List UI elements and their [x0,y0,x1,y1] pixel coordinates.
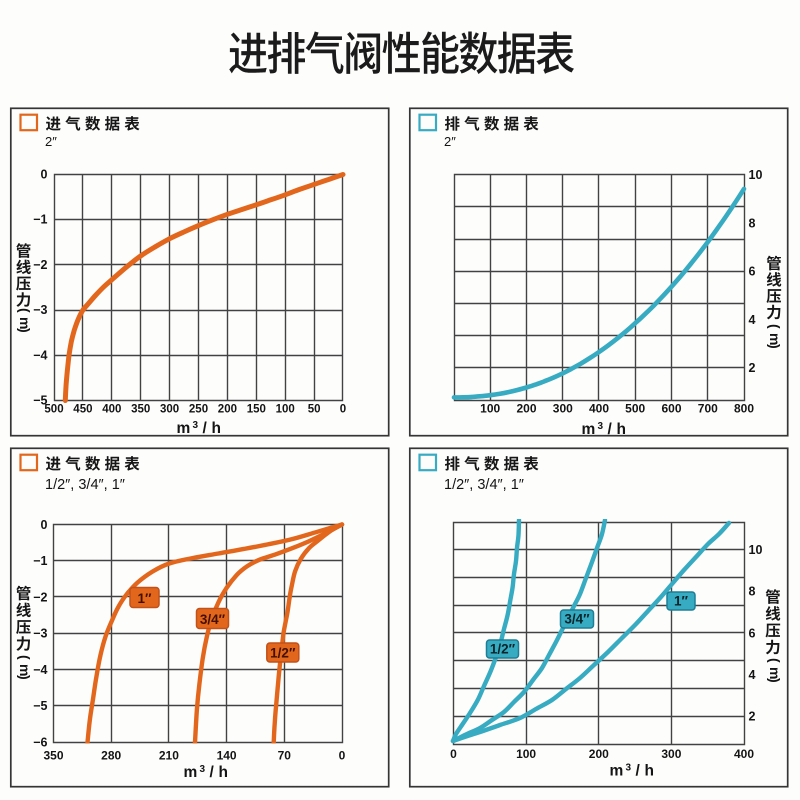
svg-text:−1: −1 [33,554,47,568]
svg-text:h: h [212,420,221,437]
svg-text:1/2″: 1/2″ [270,646,296,661]
svg-text:−5: −5 [33,699,47,713]
svg-text:280: 280 [101,749,121,763]
svg-text:−2: −2 [33,590,47,604]
svg-text:m: m [610,763,624,780]
svg-text:200: 200 [218,404,237,416]
svg-text:−1: −1 [33,213,47,227]
svg-text:): ) [17,328,33,333]
svg-text:h: h [617,421,626,438]
svg-text:400: 400 [734,747,754,761]
svg-text:1/2″, 3/4″, 1″: 1/2″, 3/4″, 1″ [45,477,125,493]
svg-text:(: ( [767,324,783,329]
svg-text:3: 3 [626,763,632,774]
svg-text:m: m [17,317,33,329]
svg-text:1/2″, 3/4″, 1″: 1/2″, 3/4″, 1″ [444,477,524,493]
svg-text:4: 4 [749,313,756,327]
svg-text:8: 8 [749,585,756,599]
svg-text:400: 400 [589,402,609,416]
svg-text:4: 4 [749,668,756,682]
svg-text:0: 0 [41,518,48,532]
svg-text:2: 2 [749,710,756,724]
svg-text:300: 300 [661,747,681,761]
svg-text:(: ( [17,655,33,660]
svg-text:2″: 2″ [45,134,57,149]
svg-text:m: m [767,333,783,345]
svg-text:1/2″: 1/2″ [490,642,516,657]
svg-text:140: 140 [217,749,237,763]
svg-text:350: 350 [131,404,150,416]
svg-text:10: 10 [749,543,763,557]
svg-text:−4: −4 [33,663,47,677]
svg-text:10: 10 [749,168,763,182]
svg-text:−5: −5 [33,394,47,408]
svg-text:150: 150 [247,404,266,416]
svg-text:/: / [210,764,215,781]
svg-text:(: ( [17,308,33,313]
svg-text:−4: −4 [33,348,47,362]
svg-text:50: 50 [308,404,321,416]
svg-text:200: 200 [589,747,609,761]
svg-text:3/4″: 3/4″ [564,612,590,627]
svg-text:/: / [203,420,208,437]
svg-text:1″: 1″ [674,594,689,609]
svg-text:300: 300 [553,402,573,416]
svg-text:100: 100 [276,404,295,416]
svg-text:6: 6 [749,265,756,279]
svg-text:): ) [17,675,33,680]
svg-text:m: m [177,420,191,437]
svg-text:−2: −2 [33,258,47,272]
svg-text:200: 200 [516,402,536,416]
svg-text:500: 500 [44,404,63,416]
svg-text:0: 0 [450,747,457,761]
svg-text:800: 800 [734,402,754,416]
svg-text:m: m [582,421,596,438]
svg-text:m: m [184,764,198,781]
svg-text:/: / [636,763,641,780]
svg-text:(: ( [767,658,783,663]
svg-text:250: 250 [189,404,208,416]
svg-text:): ) [767,678,783,683]
svg-text:400: 400 [102,404,121,416]
svg-text:m: m [767,667,783,679]
svg-text:/: / [608,421,613,438]
svg-text:300: 300 [160,404,179,416]
svg-text:3: 3 [193,420,199,431]
svg-text:450: 450 [73,404,92,416]
svg-text:8: 8 [749,216,756,230]
svg-text:6: 6 [749,626,756,640]
svg-text:100: 100 [516,747,536,761]
svg-text:600: 600 [661,402,681,416]
svg-text:m: m [17,664,33,676]
svg-text:100: 100 [480,402,500,416]
svg-text:0: 0 [339,749,346,763]
svg-text:3: 3 [200,764,206,775]
svg-text:h: h [219,764,228,781]
svg-text:1″: 1″ [138,591,153,606]
svg-text:3/4″: 3/4″ [200,612,226,627]
svg-text:−6: −6 [33,735,47,749]
svg-text:0: 0 [340,404,346,416]
svg-text:0: 0 [41,168,48,182]
svg-text:−3: −3 [33,627,47,641]
svg-text:210: 210 [159,749,179,763]
svg-text:−3: −3 [33,303,47,317]
svg-text:3: 3 [598,421,604,432]
svg-text:500: 500 [625,402,645,416]
svg-text:2: 2 [749,361,756,375]
svg-text:h: h [645,763,654,780]
svg-text:): ) [767,344,783,349]
svg-text:350: 350 [43,749,63,763]
svg-text:2″: 2″ [444,134,456,149]
svg-text:70: 70 [278,749,292,763]
svg-text:700: 700 [698,402,718,416]
